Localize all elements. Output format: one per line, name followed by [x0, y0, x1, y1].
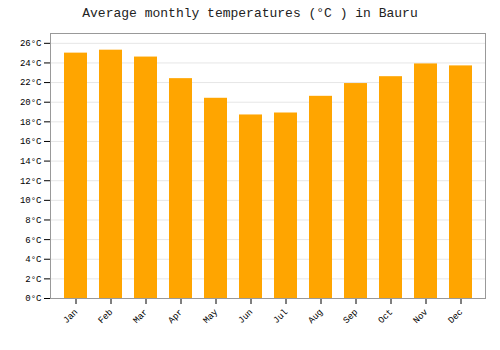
svg-text:Feb: Feb [97, 307, 116, 326]
svg-text:6°C: 6°C [25, 235, 42, 245]
svg-text:Jun: Jun [237, 307, 256, 326]
svg-text:2°C: 2°C [25, 275, 42, 285]
svg-text:8°C: 8°C [25, 216, 42, 226]
svg-text:10°C: 10°C [20, 196, 42, 206]
html-text:Average monthly temperatures (: Average monthly temperatures (°C ) in Ba… [82, 6, 418, 21]
svg-text:24°C: 24°C [20, 59, 42, 69]
svg-text:14°C: 14°C [20, 157, 42, 167]
svg-text:May: May [202, 307, 221, 326]
svg-text:Aug: Aug [307, 307, 326, 326]
svg-text:4°C: 4°C [25, 255, 42, 265]
svg-text:Dec: Dec [447, 307, 466, 326]
svg-text:26°C: 26°C [20, 39, 42, 49]
svg-text:Mar: Mar [132, 307, 151, 326]
svg-text:Jul: Jul [272, 307, 291, 326]
svg-text:20°C: 20°C [20, 98, 42, 108]
svg-text:Oct: Oct [377, 307, 396, 326]
svg-text:16°C: 16°C [20, 137, 42, 147]
svg-text:22°C: 22°C [20, 78, 42, 88]
svg-text:12°C: 12°C [20, 177, 42, 187]
svg-text:Jan: Jan [62, 307, 81, 326]
svg-text:Apr: Apr [167, 307, 186, 326]
svg-text:Nov: Nov [412, 307, 431, 326]
svg-text:18°C: 18°C [20, 118, 42, 128]
svg-text:Sep: Sep [342, 307, 361, 326]
svg-text:0°C: 0°C [25, 294, 42, 304]
